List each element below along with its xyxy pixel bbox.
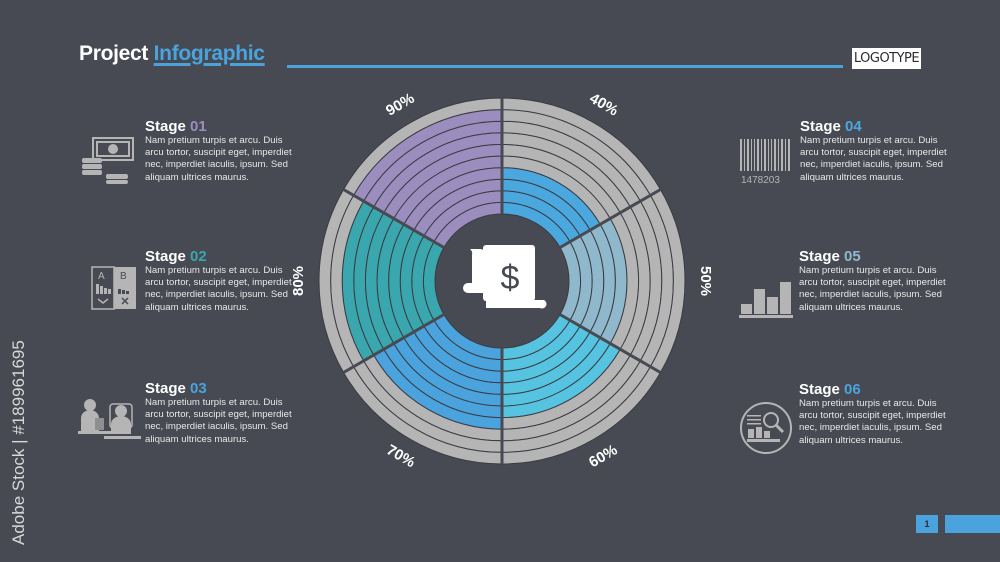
- stage-text: Nam pretium turpis et arcu. Duis arcu to…: [145, 397, 292, 445]
- barcode-bar: [774, 139, 776, 171]
- barcode-bar: [768, 139, 769, 171]
- barcode-bar: [785, 139, 786, 171]
- stage-text: Nam pretium turpis et arcu. Duis arcu to…: [799, 398, 946, 446]
- barcode-bar: [757, 139, 759, 171]
- page-number[interactable]: 1: [916, 515, 938, 533]
- category-label: 50%: [697, 266, 714, 296]
- barcode-bar: [740, 139, 742, 171]
- stage-heading: Stage 05: [799, 248, 861, 265]
- category-label: 60%: [586, 441, 621, 471]
- stage-04: Stage 04 Nam pretium turpis et arcu. Dui…: [800, 119, 950, 184]
- stage-heading: Stage 02: [145, 248, 207, 265]
- barcode-bar: [771, 139, 772, 171]
- svg-text:$: $: [501, 259, 520, 297]
- stage-text: Nam pretium turpis et arcu. Duis arcu to…: [800, 135, 947, 183]
- category-label: 80%: [290, 266, 307, 296]
- stage-01: Stage 01 Nam pretium turpis et arcu. Dui…: [145, 119, 295, 184]
- barcode-bar: [788, 139, 790, 171]
- svg-text:B: B: [120, 271, 127, 282]
- logotype: LOGOTYPE: [852, 48, 921, 69]
- barcode-bar: [747, 139, 749, 171]
- barcode-bar: [754, 139, 755, 171]
- stage-heading: Stage 04: [800, 118, 862, 135]
- page-title: Project Infographic: [79, 42, 265, 66]
- stage-text: Nam pretium turpis et arcu. Duis arcu to…: [145, 135, 292, 183]
- stage-heading: Stage 06: [799, 381, 861, 398]
- svg-text:A: A: [98, 271, 105, 282]
- stage-text: Nam pretium turpis et arcu. Duis arcu to…: [145, 265, 292, 313]
- bar-chart-icon: [739, 282, 793, 318]
- sector-divider: [342, 188, 445, 249]
- title-rule: [287, 65, 843, 68]
- money-coins-icon: [82, 137, 134, 184]
- analytics-search-icon: [740, 402, 792, 454]
- meeting-icon: [78, 399, 141, 439]
- stage-heading: Stage 03: [145, 380, 207, 397]
- barcode-bar: [764, 139, 766, 171]
- stage-06: Stage 06 Nam pretium turpis et arcu. Dui…: [799, 382, 949, 447]
- stage-text: Nam pretium turpis et arcu. Duis arcu to…: [799, 265, 946, 313]
- ab-test-icon: A B: [91, 266, 136, 310]
- barcode-bar: [778, 139, 779, 171]
- barcode-bar: [751, 139, 752, 171]
- footer-bar: [945, 515, 1000, 533]
- category-label: 90%: [383, 90, 418, 120]
- stage-05: Stage 05 Nam pretium turpis et arcu. Dui…: [799, 249, 949, 314]
- sector-divider: [559, 313, 662, 374]
- category-label: 70%: [384, 441, 419, 471]
- stage-03: Stage 03 Nam pretium turpis et arcu. Dui…: [145, 381, 295, 446]
- category-label: 40%: [587, 90, 622, 120]
- title-accent: Infographic: [153, 42, 265, 65]
- sector-divider: [342, 313, 445, 374]
- stage-02: Stage 02 Nam pretium turpis et arcu. Dui…: [145, 249, 295, 314]
- barcode-bar: [744, 139, 745, 171]
- barcode-number: 1478203: [741, 175, 780, 185]
- sector-divider: [559, 188, 662, 249]
- barcode-icon: 1478203: [740, 139, 790, 185]
- watermark: Adobe Stock | #189961695: [9, 340, 28, 545]
- barcode-bar: [761, 139, 762, 171]
- dollar-bill-scroll-icon: $: [463, 245, 547, 309]
- title-plain: Project: [79, 42, 149, 65]
- stage-heading: Stage 01: [145, 118, 207, 135]
- barcode-bar: [781, 139, 783, 171]
